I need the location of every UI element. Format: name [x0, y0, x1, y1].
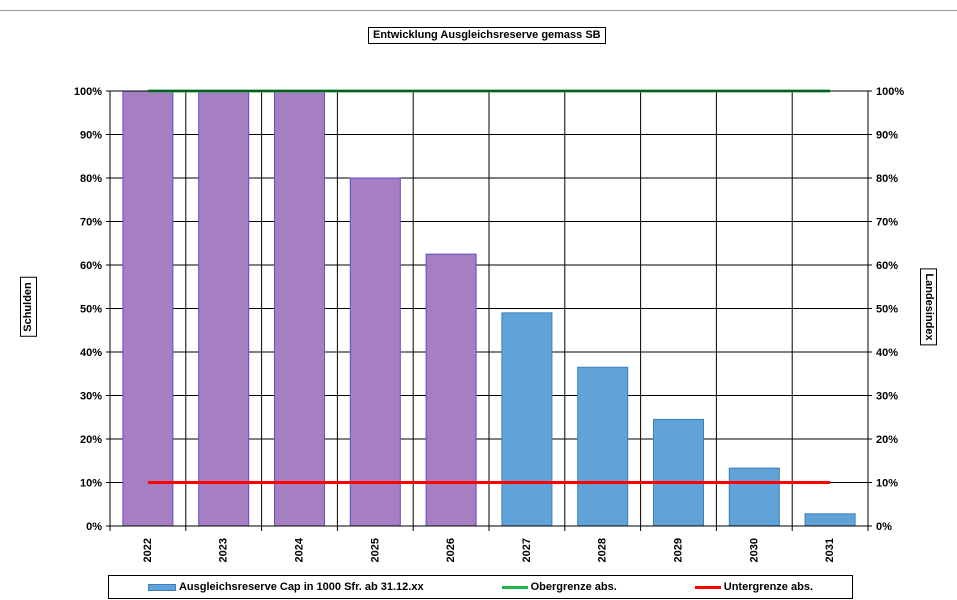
- x-tick-label-2031: 2031: [824, 538, 836, 562]
- y-tick-label-left: 0%: [86, 521, 102, 533]
- y-tick-label-left: 60%: [80, 260, 102, 272]
- y-tick-label-left: 100%: [74, 86, 102, 98]
- bar-2022: [122, 90, 174, 527]
- bar-2026: [425, 253, 477, 527]
- y-tick-label-left: 70%: [80, 217, 102, 229]
- bar-2025: [349, 177, 401, 527]
- bar-2027: [501, 312, 553, 527]
- y-tick-label-left: 20%: [80, 434, 102, 446]
- bar-2029: [652, 418, 705, 527]
- x-tick-label-2028: 2028: [597, 538, 609, 562]
- legend-swatch-lower: [694, 585, 721, 589]
- y-tick-label-right: 70%: [876, 217, 898, 229]
- y-tick-label-right: 90%: [876, 130, 898, 142]
- y-tick-label-right: 80%: [876, 173, 898, 185]
- legend: Ausgleichsreserve Cap in 1000 Sfr. ab 31…: [108, 575, 853, 599]
- y-tick-label-right: 60%: [876, 260, 898, 272]
- bar-2031: [804, 513, 856, 527]
- y-tick-label-left: 40%: [80, 347, 102, 359]
- bar-2024: [273, 90, 326, 527]
- y-tick-label-left: 90%: [80, 130, 102, 142]
- bar-2028: [577, 366, 629, 527]
- y-tick-label-right: 10%: [876, 478, 898, 490]
- x-tick-label-2022: 2022: [142, 538, 154, 562]
- axes: 0% 0% 10% 10% 20% 20% 30% 30% 40% 40% 50% 50% 60% 60%…: [74, 86, 904, 562]
- y-tick-label-left: 80%: [80, 173, 102, 185]
- x-tick-label-2023: 2023: [218, 538, 230, 562]
- legend-label-lower: Untergrenze abs.: [723, 581, 813, 593]
- top-divider: [0, 10, 957, 11]
- y-tick-label-right: 0%: [876, 521, 892, 533]
- x-tick-label-2030: 2030: [748, 538, 760, 562]
- plot-border: [109, 90, 869, 527]
- y-tick-label-right: 50%: [876, 304, 898, 316]
- y-tick-label-left: 30%: [80, 391, 102, 403]
- bar-2023: [198, 90, 250, 527]
- x-tick-label-2024: 2024: [294, 537, 306, 562]
- y-tick-label-right: 30%: [876, 391, 898, 403]
- chart-title: Entwicklung Ausgleichsreserve gemass SB: [368, 27, 606, 44]
- legend-item-lower: Untergrenze abs.: [694, 581, 813, 593]
- legend-item-reserve: Ausgleichsreserve Cap in 1000 Sfr. ab 31…: [147, 581, 424, 593]
- x-tick-label-2029: 2029: [673, 538, 685, 562]
- chart-canvas: 0% 0% 10% 10% 20% 20% 30% 30% 40% 40% 50% 50% 60% 60%…: [74, 86, 904, 562]
- legend-swatch-reserve: [147, 583, 176, 591]
- y-axis-label-right: Landesindex: [920, 268, 937, 346]
- y-axis-label-left: Schulden: [20, 277, 37, 337]
- legend-swatch-upper: [501, 585, 528, 589]
- bars: [122, 90, 856, 527]
- y-tick-label-left: 10%: [80, 478, 102, 490]
- x-tick-label-2025: 2025: [369, 538, 381, 562]
- x-tick-label-2026: 2026: [445, 538, 457, 562]
- legend-label-reserve: Ausgleichsreserve Cap in 1000 Sfr. ab 31…: [178, 581, 424, 593]
- legend-item-upper: Obergrenze abs.: [501, 581, 617, 593]
- y-tick-label-right: 100%: [876, 86, 904, 98]
- bar-2030: [728, 467, 780, 527]
- x-tick-label-2027: 2027: [521, 538, 533, 562]
- y-tick-label-left: 50%: [80, 304, 102, 316]
- y-tick-label-right: 40%: [876, 347, 898, 359]
- y-tick-label-right: 20%: [876, 434, 898, 446]
- legend-label-upper: Obergrenze abs.: [530, 581, 617, 593]
